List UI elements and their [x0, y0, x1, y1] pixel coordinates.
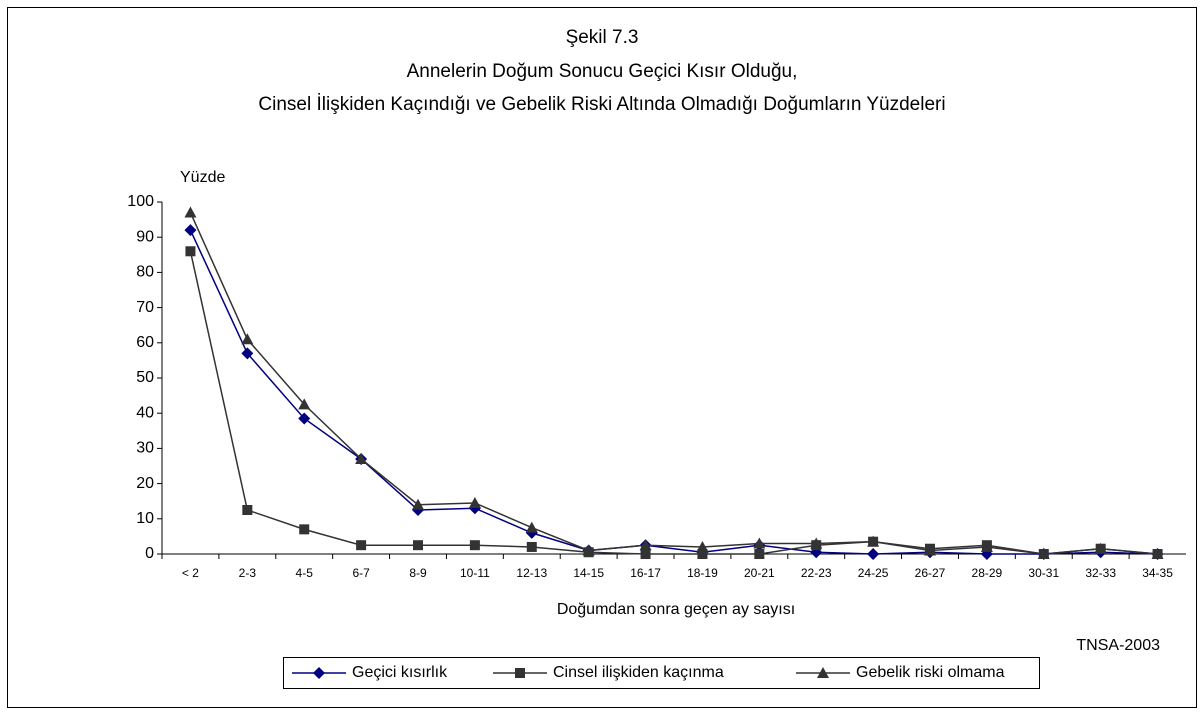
chart-title: Annelerin Doğum Sonucu Geçici Kısır Oldu…	[407, 61, 798, 82]
x-tick-label: 4-5	[296, 566, 314, 580]
marker	[1151, 548, 1164, 559]
marker	[817, 667, 829, 678]
y-tick-label: 50	[136, 369, 154, 386]
legend-label: Geçici kısırlık	[352, 664, 448, 681]
series-line	[189, 229, 1158, 555]
marker	[639, 539, 652, 551]
marker	[241, 333, 254, 345]
marker	[515, 668, 525, 678]
y-tick-label: 10	[136, 510, 154, 527]
y-tick-label: 40	[136, 404, 154, 421]
marker	[696, 540, 709, 552]
marker	[412, 498, 424, 510]
y-tick-label: 100	[127, 193, 154, 210]
marker	[242, 505, 253, 515]
marker	[1037, 548, 1050, 559]
y-tick-label: 20	[136, 475, 154, 492]
x-tick-label: 2-3	[239, 566, 257, 580]
marker	[299, 524, 310, 535]
marker	[525, 521, 538, 533]
marker	[185, 246, 196, 257]
x-tick-label: < 2	[182, 566, 199, 580]
marker	[298, 398, 311, 410]
y-tick-label: 90	[136, 228, 154, 245]
legend-label: Gebelik riski olmama	[856, 664, 1005, 681]
marker	[640, 549, 651, 559]
x-tick-label: 24-25	[858, 566, 889, 580]
source: TNSA-2003	[1076, 637, 1160, 654]
x-tick-label: 10-11	[460, 566, 490, 580]
y-axis-label: Yüzde	[180, 169, 225, 186]
x-tick-label: 8-9	[409, 566, 427, 580]
x-tick-label: 6-7	[352, 566, 370, 580]
x-tick-label: 18-19	[687, 566, 718, 580]
y-tick-label: 60	[136, 334, 154, 351]
marker	[184, 224, 197, 237]
marker	[356, 540, 367, 551]
chart-title: Şekil 7.3	[566, 27, 639, 48]
y-tick-label: 0	[145, 545, 154, 562]
legend	[283, 657, 1040, 689]
y-tick-label: 70	[136, 299, 154, 316]
legend-label: Cinsel ilişkiden kaçınma	[553, 664, 724, 681]
marker	[469, 540, 480, 551]
x-tick-label: 32-33	[1085, 566, 1116, 580]
series-line	[189, 212, 1158, 555]
marker	[754, 549, 765, 559]
marker	[413, 540, 423, 551]
marker	[298, 412, 311, 425]
marker	[810, 537, 823, 549]
y-tick-label: 80	[136, 264, 154, 281]
chart-frame	[7, 7, 1197, 708]
x-tick-label: 20-21	[744, 566, 775, 580]
x-tick-label: 28-29	[972, 566, 1003, 580]
x-tick-label: 30-31	[1028, 566, 1059, 580]
series-line	[189, 251, 1158, 555]
marker	[867, 548, 880, 560]
x-tick-label: 34-35	[1142, 566, 1173, 580]
marker	[980, 540, 993, 552]
x-tick-label: 16-17	[630, 566, 661, 580]
x-tick-label: 26-27	[915, 566, 946, 580]
x-tick-label: 12-13	[516, 566, 547, 580]
x-tick-label: 22-23	[801, 566, 832, 580]
marker	[355, 452, 368, 464]
marker	[697, 549, 708, 559]
marker	[526, 541, 537, 552]
marker	[753, 537, 766, 549]
marker	[867, 535, 880, 547]
marker	[184, 206, 197, 218]
y-tick-label: 30	[136, 440, 154, 457]
marker	[241, 347, 254, 360]
chart-title: Cinsel İlişkiden Kaçındığı ve Gebelik Ri…	[258, 94, 945, 115]
marker	[313, 667, 325, 679]
x-tick-label: 14-15	[573, 566, 604, 580]
marker	[924, 544, 936, 556]
x-axis-label: Doğumdan sonra geçen ay sayısı	[557, 601, 795, 618]
marker	[1094, 542, 1107, 554]
marker	[582, 544, 595, 556]
marker	[468, 496, 481, 508]
